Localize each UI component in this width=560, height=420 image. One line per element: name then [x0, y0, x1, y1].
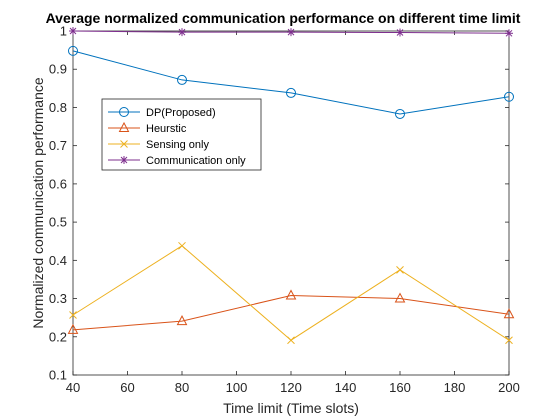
circle-marker: [177, 74, 187, 85]
x-marker: [505, 336, 513, 345]
x-marker-stroke: [505, 336, 513, 345]
series-heurstic: [67, 289, 515, 334]
x-marker: [178, 241, 186, 250]
circle-marker: [504, 91, 514, 102]
star-marker-stroke: [178, 28, 186, 36]
x-tick-label: 180: [444, 380, 466, 395]
y-tick-label: 0.6: [49, 176, 67, 191]
star-marker: [396, 28, 404, 37]
series-communication-only: [69, 27, 513, 38]
x-marker-stroke: [120, 140, 128, 148]
y-tick-label: 0.8: [49, 100, 67, 115]
x-tick-label: 120: [280, 380, 302, 395]
series-layer: [67, 27, 515, 345]
star-marker-stroke: [120, 156, 128, 164]
legend-entry: Sensing only: [108, 139, 209, 151]
star-marker: [178, 28, 186, 37]
x-marker: [69, 311, 77, 319]
triangle-marker: [285, 289, 297, 300]
x-marker: [396, 266, 404, 274]
x-marker: [287, 336, 295, 345]
triangle-marker: [503, 308, 515, 319]
legend-label: Sensing only: [146, 139, 209, 151]
y-tick-label: 0.7: [49, 138, 67, 153]
star-marker-stroke: [287, 28, 295, 36]
triangle-marker: [176, 315, 188, 326]
y-axis-label: Normalized communication performance: [30, 77, 46, 329]
circle-marker: [68, 45, 78, 56]
circle-marker: [119, 107, 129, 117]
y-tick-label: 0.3: [49, 291, 67, 306]
x-marker-stroke: [287, 336, 295, 345]
legend-label: Heurstic: [146, 123, 187, 135]
star-marker: [120, 156, 128, 164]
x-marker-stroke: [396, 266, 404, 274]
x-tick-label: 100: [226, 380, 248, 395]
y-tick-label: 1: [60, 24, 67, 39]
star-marker-stroke: [505, 29, 513, 37]
series-line: [72, 294, 510, 331]
legend-entry: Communication only: [108, 155, 246, 167]
x-axis: 40 60 80 100 120 140 160 180 200: [66, 31, 520, 395]
y-axis: 0.1 0.2 0.3 0.4 0.5 0.6 0.7 0.8 0.9 1: [49, 24, 509, 383]
series-line: [72, 50, 510, 115]
y-tick-label: 0.5: [49, 215, 67, 230]
legend-label: DP(Proposed): [146, 107, 216, 119]
legend-entry: DP(Proposed): [108, 107, 216, 119]
chart-title: Average normalized communication perform…: [46, 10, 521, 26]
x-tick-label: 40: [66, 380, 80, 395]
star-marker-stroke: [396, 29, 404, 36]
x-axis-label: Time limit (Time slots): [223, 400, 359, 416]
star-marker: [69, 27, 77, 35]
circle-marker: [286, 87, 296, 98]
x-marker-stroke: [69, 311, 77, 319]
x-marker-stroke: [178, 241, 186, 250]
x-tick-label: 200: [498, 380, 520, 395]
y-tick-label: 0.1: [49, 368, 67, 383]
x-tick-label: 160: [389, 380, 411, 395]
triangle-marker: [394, 292, 406, 303]
series-sensing-only: [69, 241, 513, 345]
triangle-marker: [118, 121, 130, 132]
circle-marker: [395, 108, 405, 119]
x-marker: [120, 140, 128, 148]
star-marker: [505, 29, 513, 38]
triangle-marker: [67, 323, 79, 334]
star-marker: [287, 28, 295, 37]
legend-entry: Heurstic: [108, 121, 187, 135]
x-tick-label: 60: [120, 380, 134, 395]
y-tick-label: 0.9: [49, 62, 67, 77]
series-dp-proposed: [68, 45, 514, 119]
legend-label: Communication only: [146, 155, 246, 167]
legend: DP(Proposed) Heurstic Sensing only Communic…: [101, 98, 262, 171]
x-tick-label: 140: [335, 380, 357, 395]
y-tick-label: 0.4: [49, 253, 67, 268]
x-tick-label: 80: [175, 380, 189, 395]
y-tick-label: 0.2: [49, 329, 67, 344]
star-marker-stroke: [69, 27, 77, 35]
